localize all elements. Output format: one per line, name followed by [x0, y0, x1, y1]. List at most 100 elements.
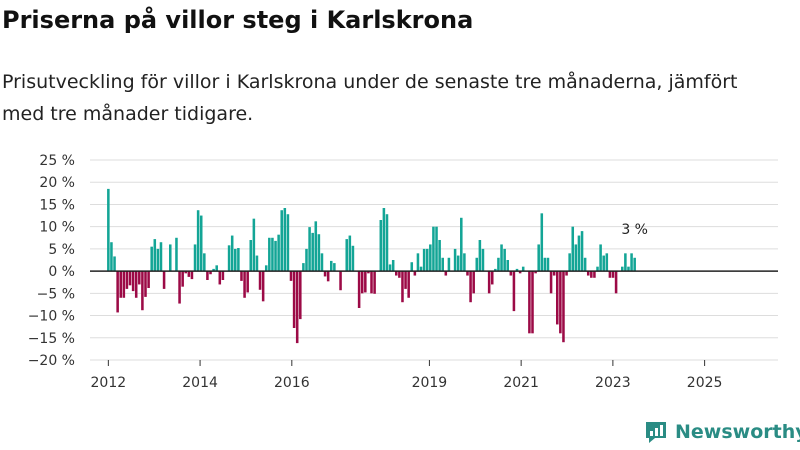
bar — [590, 271, 593, 278]
bar — [540, 213, 544, 272]
bar — [206, 271, 209, 280]
bar — [624, 253, 627, 272]
y-tick-label: 15 % — [39, 197, 75, 213]
bar — [268, 237, 271, 272]
y-tick-label: 0 % — [48, 264, 75, 280]
bar — [543, 257, 547, 272]
bar — [382, 208, 386, 272]
bar — [187, 271, 191, 277]
end-value-label: 3 % — [621, 222, 648, 238]
bar — [234, 248, 237, 272]
bar — [345, 239, 349, 272]
bar — [203, 253, 206, 272]
bar — [556, 271, 559, 325]
bar — [138, 271, 141, 285]
bar — [227, 245, 231, 272]
bar — [413, 271, 417, 276]
bar — [134, 271, 138, 298]
bar — [466, 271, 469, 276]
bar — [277, 234, 280, 272]
bar — [404, 271, 407, 289]
bar — [295, 271, 299, 344]
bar — [611, 271, 615, 278]
bar — [237, 248, 240, 272]
bar — [119, 271, 122, 298]
bar — [184, 271, 188, 274]
bar — [333, 263, 336, 272]
bar — [153, 239, 157, 272]
y-tick-label: −15 % — [28, 331, 75, 347]
bar — [481, 248, 485, 272]
bar — [580, 231, 584, 272]
bar — [302, 263, 305, 272]
bar — [401, 271, 404, 303]
bar — [391, 260, 395, 272]
bar — [453, 248, 457, 272]
bar — [113, 256, 116, 272]
bar — [370, 271, 373, 294]
bar — [360, 271, 364, 294]
bar — [571, 226, 575, 272]
bar — [122, 271, 126, 298]
bar — [494, 268, 497, 272]
bar — [240, 271, 243, 281]
bar — [552, 271, 556, 276]
bar — [422, 248, 426, 272]
bar — [574, 244, 578, 272]
bar — [110, 242, 113, 272]
bar — [249, 240, 253, 272]
bar — [274, 240, 277, 272]
bar-chart: 25 % 20 % 15 % 10 % 5 % 0 % −5 % −10 % −15 % −20 … — [28, 153, 778, 391]
bar — [292, 271, 296, 328]
bar — [314, 221, 318, 272]
bar — [169, 244, 172, 272]
bar — [212, 268, 215, 272]
bar — [218, 271, 222, 285]
bar — [559, 271, 562, 334]
bar — [497, 257, 500, 272]
x-tick-label: 2023 — [595, 375, 631, 391]
newsworthy-logo[interactable]: Newsworthy — [643, 418, 800, 446]
bar — [351, 245, 355, 272]
bar — [252, 218, 256, 272]
bar — [280, 210, 283, 272]
bar — [425, 248, 429, 272]
y-tick-label: 10 % — [39, 220, 75, 236]
bar — [441, 257, 444, 272]
bar — [472, 271, 475, 294]
bar — [438, 240, 441, 272]
bar — [602, 255, 605, 272]
bar — [116, 271, 119, 313]
bar — [490, 271, 494, 285]
bar — [199, 215, 203, 272]
bar — [339, 271, 342, 291]
bar — [156, 248, 160, 272]
bar — [429, 244, 432, 272]
bar — [311, 232, 314, 272]
bar — [633, 257, 636, 272]
bar — [181, 271, 184, 287]
bar — [521, 266, 525, 272]
x-tick-label: 2025 — [687, 375, 723, 391]
bar — [444, 271, 448, 276]
bar — [147, 271, 150, 288]
bar — [435, 226, 438, 272]
y-tick-label: 25 % — [39, 153, 75, 169]
bar — [512, 271, 516, 312]
y-tick-label: −20 % — [28, 353, 75, 369]
bar — [562, 271, 565, 343]
bar — [255, 255, 259, 272]
bar — [565, 271, 568, 276]
bar — [271, 237, 274, 272]
bar — [329, 260, 333, 272]
bar — [518, 271, 522, 274]
bar — [503, 248, 506, 272]
bar — [364, 271, 367, 293]
y-tick-label: −10 % — [28, 309, 75, 325]
bar — [348, 235, 352, 272]
bar — [162, 271, 166, 289]
bar — [407, 271, 410, 298]
bar — [286, 214, 290, 272]
bar — [159, 242, 163, 272]
x-tick-label: 2012 — [91, 375, 127, 391]
